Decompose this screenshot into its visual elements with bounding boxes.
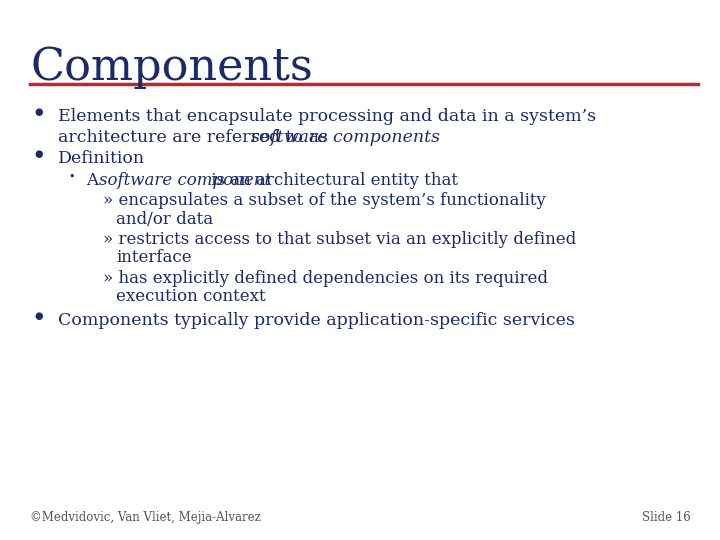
Text: is an architectural entity that: is an architectural entity that (206, 172, 458, 188)
Text: ©Medvidovic, Van Vliet, Mejia-Alvarez: ©Medvidovic, Van Vliet, Mejia-Alvarez (30, 511, 261, 524)
Text: ●: ● (35, 150, 43, 159)
Text: » restricts access to that subset via an explicitly defined: » restricts access to that subset via an… (103, 231, 576, 248)
Text: » has explicitly defined dependencies on its required: » has explicitly defined dependencies on… (103, 270, 548, 287)
Text: Elements that encapsulate processing and data in a system’s: Elements that encapsulate processing and… (58, 108, 595, 125)
Text: » encapsulates a subset of the system’s functionality: » encapsulates a subset of the system’s … (103, 192, 546, 209)
Text: •: • (68, 172, 75, 182)
Text: A: A (86, 172, 104, 188)
Text: Definition: Definition (58, 150, 145, 167)
Text: interface: interface (116, 249, 192, 266)
Text: architecture are referred to as: architecture are referred to as (58, 129, 333, 145)
Text: Components: Components (30, 46, 313, 89)
Text: software component: software component (99, 172, 271, 188)
Text: Slide 16: Slide 16 (642, 511, 691, 524)
Text: ●: ● (35, 312, 43, 321)
Text: software components: software components (251, 129, 440, 145)
Text: execution context: execution context (116, 288, 266, 305)
Text: and/or data: and/or data (116, 211, 213, 227)
Text: ●: ● (35, 108, 43, 117)
Text: Components typically provide application-specific services: Components typically provide application… (58, 312, 575, 329)
